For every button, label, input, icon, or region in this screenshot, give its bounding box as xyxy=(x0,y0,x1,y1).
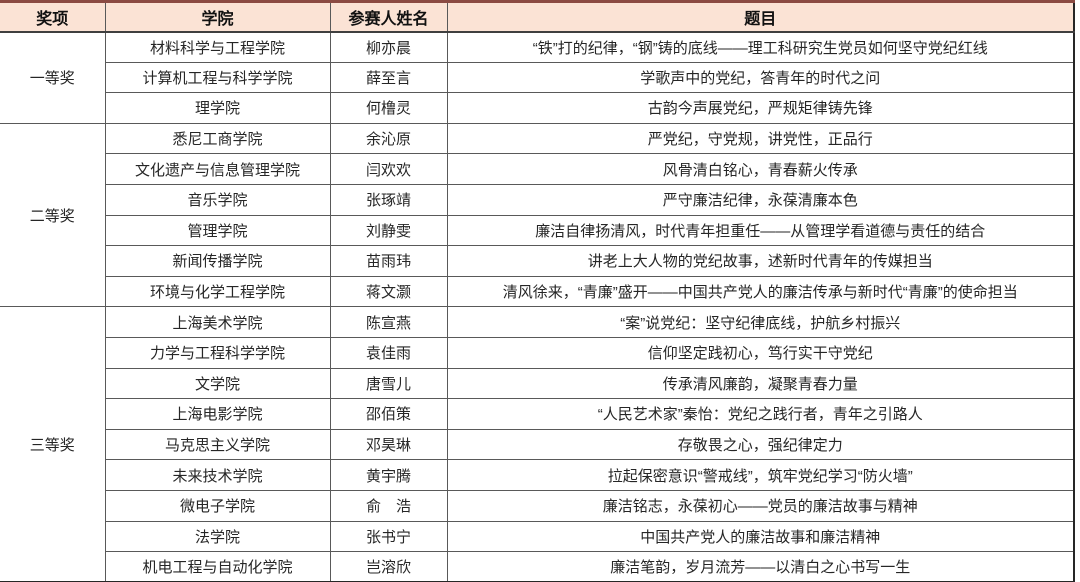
column-header-award: 奖项 xyxy=(0,1,106,33)
entry-title-cell: 廉洁笔韵，岁月流芳——以清白之心书写一生 xyxy=(446,551,1075,582)
entry-title-cell: 传承清风廉韵，凝聚青春力量 xyxy=(446,367,1075,400)
participant-name-cell: 柳亦晨 xyxy=(329,31,448,63)
participant-name-cell: 俞 浩 xyxy=(329,489,448,522)
table-row: 计算机工程与科学学院 薛至言 学歌声中的党纪，答青年的时代之问 xyxy=(0,61,1075,94)
participant-name-cell: 何橹灵 xyxy=(329,92,448,124)
table-row: 三等奖 上海美术学院 陈宣燕 “案”说党纪：坚守纪律底线，护航乡村振兴 xyxy=(0,306,1075,582)
table-row: 上海电影学院 邵佰策 “人民艺术家”秦怡：党纪之践行者，青年之引路人 xyxy=(0,398,1075,430)
college-cell: 文化遗产与信息管理学院 xyxy=(104,153,331,185)
participant-name-cell: 陈宣燕 xyxy=(329,306,448,338)
college-cell: 未来技术学院 xyxy=(104,459,331,491)
award-cell: 二等奖 xyxy=(0,122,106,308)
college-cell: 计算机工程与科学学院 xyxy=(104,61,331,94)
college-cell: 马克思主义学院 xyxy=(104,428,331,461)
participant-name-cell: 苗雨玮 xyxy=(329,245,448,277)
college-cell: 材料科学与工程学院 xyxy=(104,31,331,63)
table-row: 法学院 张书宁 中国共产党人的廉洁故事和廉洁精神 xyxy=(0,520,1075,553)
college-cell: 文学院 xyxy=(104,367,331,400)
participant-name-cell: 袁佳雨 xyxy=(329,336,448,369)
entry-title-cell: 廉洁自律扬清风，时代青年担重任——从管理学看道德与责任的结合 xyxy=(446,214,1075,247)
entry-title-cell: 中国共产党人的廉洁故事和廉洁精神 xyxy=(446,520,1075,553)
entry-title-cell: 廉洁铭志，永葆初心——党员的廉洁故事与精神 xyxy=(446,489,1075,522)
participant-name-cell: 薛至言 xyxy=(329,61,448,94)
table-row: 新闻传播学院 苗雨玮 讲老上大人物的党纪故事，述新时代青年的传媒担当 xyxy=(0,245,1075,277)
college-cell: 微电子学院 xyxy=(104,489,331,522)
participant-name-cell: 邓昊琳 xyxy=(329,428,448,461)
entry-title-cell: 严守廉洁纪律，永葆清廉本色 xyxy=(446,183,1075,216)
table-row: 一等奖 材料科学与工程学院 柳亦晨 “铁”打的纪律，“钢”铸的底线——理工科研究生党员… xyxy=(0,31,1075,124)
table-row: 环境与化学工程学院 蒋文灏 清风徐来，“青廉”盛开——中国共产党人的廉洁传承与新时代… xyxy=(0,275,1075,308)
participant-name-cell: 张书宁 xyxy=(329,520,448,553)
entry-title-cell: 讲老上大人物的党纪故事，述新时代青年的传媒担当 xyxy=(446,245,1075,277)
header-row: 奖项 学院 参赛人姓名 题目 xyxy=(0,1,1075,33)
entry-title-cell: 学歌声中的党纪，答青年的时代之问 xyxy=(446,61,1075,94)
table-row: 理学院 何橹灵 古韵今声展党纪，严规矩律铸先锋 xyxy=(0,92,1075,124)
entry-title-cell: 严党纪，守党规，讲党性，正品行 xyxy=(446,122,1075,155)
college-cell: 音乐学院 xyxy=(104,183,331,216)
college-cell: 力学与工程科学学院 xyxy=(104,336,331,369)
participant-name-cell: 余沁原 xyxy=(329,122,448,155)
table-row: 文化遗产与信息管理学院 闫欢欢 风骨清白铭心，青春薪火传承 xyxy=(0,153,1075,185)
table-row: 管理学院 刘静雯 廉洁自律扬清风，时代青年担重任——从管理学看道德与责任的结合 xyxy=(0,214,1075,247)
college-cell: 理学院 xyxy=(104,92,331,124)
college-cell: 上海电影学院 xyxy=(104,398,331,430)
participant-name-cell: 闫欢欢 xyxy=(329,153,448,185)
participant-name-cell: 邵佰策 xyxy=(329,398,448,430)
college-cell: 环境与化学工程学院 xyxy=(104,275,331,308)
college-cell: 新闻传播学院 xyxy=(104,245,331,277)
entry-title-cell: 拉起保密意识“警戒线”，筑牢党纪学习“防火墙” xyxy=(446,459,1075,491)
table-row: 力学与工程科学学院 袁佳雨 信仰坚定践初心，笃行实干守党纪 xyxy=(0,336,1075,369)
column-header-college: 学院 xyxy=(104,1,331,33)
college-cell: 上海美术学院 xyxy=(104,306,331,338)
table-row: 马克思主义学院 邓昊琳 存敬畏之心，强纪律定力 xyxy=(0,428,1075,461)
entry-title-cell: 信仰坚定践初心，笃行实干守党纪 xyxy=(446,336,1075,369)
table-row: 二等奖 悉尼工商学院 余沁原 严党纪，守党规，讲党性，正品行 xyxy=(0,122,1075,308)
participant-name-cell: 岂溶欣 xyxy=(329,551,448,582)
participant-name-cell: 黄宇腾 xyxy=(329,459,448,491)
entry-title-cell: 风骨清白铭心，青春薪火传承 xyxy=(446,153,1075,185)
participant-name-cell: 唐雪儿 xyxy=(329,367,448,400)
college-cell: 法学院 xyxy=(104,520,331,553)
table-row: 文学院 唐雪儿 传承清风廉韵，凝聚青春力量 xyxy=(0,367,1075,400)
participant-name-cell: 张琢靖 xyxy=(329,183,448,216)
college-cell: 悉尼工商学院 xyxy=(104,122,331,155)
award-cell: 一等奖 xyxy=(0,31,106,124)
column-header-title: 题目 xyxy=(446,1,1075,33)
college-cell: 管理学院 xyxy=(104,214,331,247)
table-row: 微电子学院俞 浩廉洁铭志，永葆初心——党员的廉洁故事与精神 xyxy=(0,489,1075,522)
entry-title-cell: 古韵今声展党纪，严规矩律铸先锋 xyxy=(446,92,1075,124)
entry-title-cell: “案”说党纪：坚守纪律底线，护航乡村振兴 xyxy=(446,306,1075,338)
table-row: 音乐学院 张琢靖 严守廉洁纪律，永葆清廉本色 xyxy=(0,183,1075,216)
entry-title-cell: 存敬畏之心，强纪律定力 xyxy=(446,428,1075,461)
college-cell: 机电工程与自动化学院 xyxy=(104,551,331,582)
column-header-name: 参赛人姓名 xyxy=(329,1,448,33)
entry-title-cell: 清风徐来，“青廉”盛开——中国共产党人的廉洁传承与新时代“青廉”的使命担当 xyxy=(446,275,1075,308)
results-table-body: 一等奖 材料科学与工程学院 柳亦晨 “铁”打的纪律，“钢”铸的底线——理工科研究生党员… xyxy=(0,31,1075,582)
table-row: 机电工程与自动化学院 岂溶欣 廉洁笔韵，岁月流芳——以清白之心书写一生 xyxy=(0,551,1075,582)
table-row: 未来技术学院 黄宇腾 拉起保密意识“警戒线”，筑牢党纪学习“防火墙” xyxy=(0,459,1075,491)
participant-name-cell: 刘静雯 xyxy=(329,214,448,247)
award-cell: 三等奖 xyxy=(0,306,106,582)
entry-title-cell: “人民艺术家”秦怡：党纪之践行者，青年之引路人 xyxy=(446,398,1075,430)
entry-title-cell: “铁”打的纪律，“钢”铸的底线——理工科研究生党员如何坚守党纪红线 xyxy=(446,31,1075,63)
participant-name-cell: 蒋文灏 xyxy=(329,275,448,308)
